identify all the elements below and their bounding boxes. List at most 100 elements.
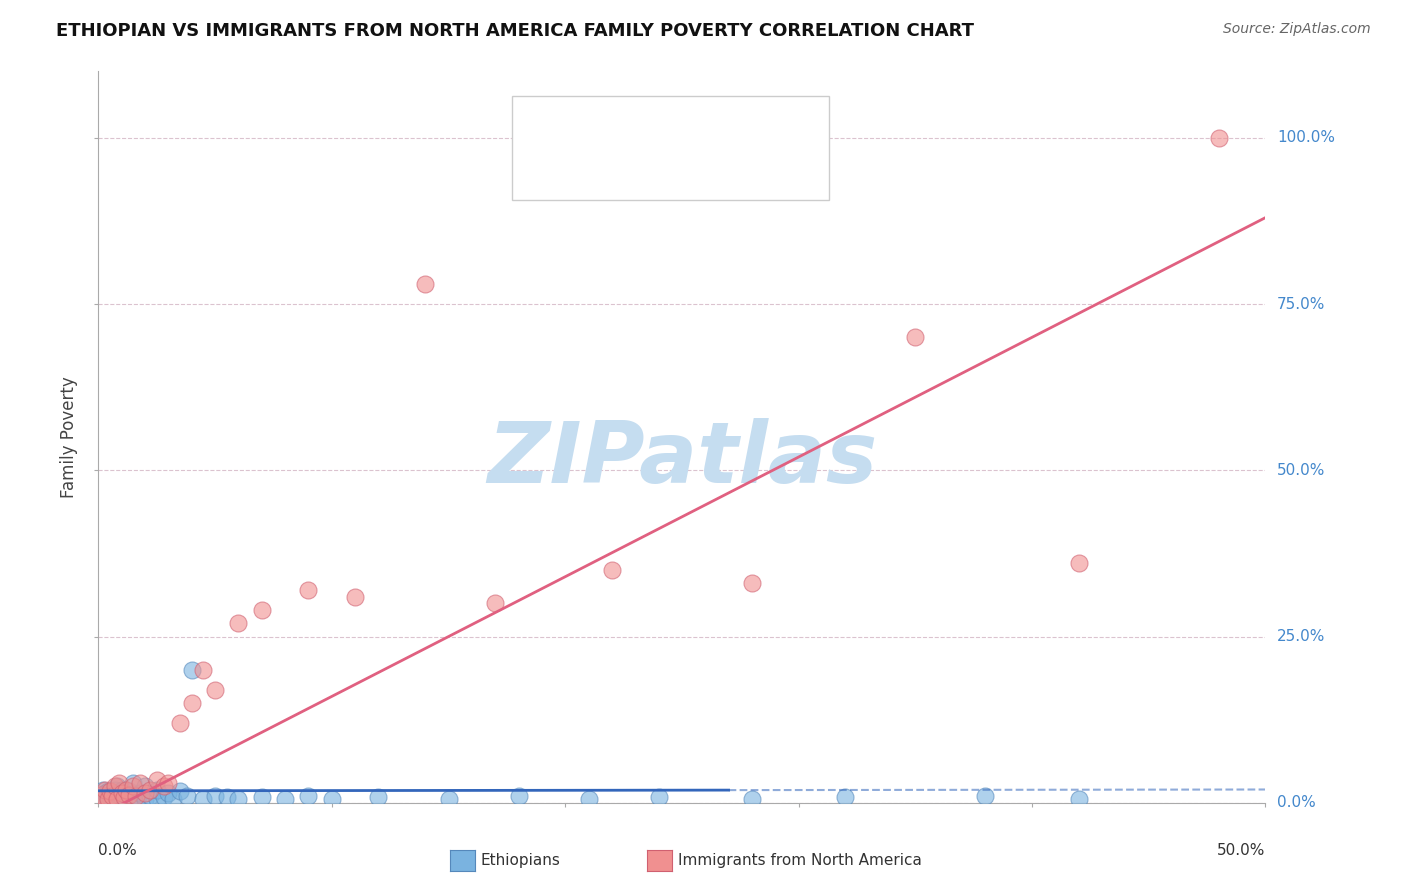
Point: [101, 793, 124, 807]
Point: [250, 603, 273, 617]
Point: [127, 790, 149, 805]
Point: [1067, 557, 1090, 571]
Point: [146, 772, 169, 787]
Point: [1208, 131, 1230, 145]
Point: [204, 682, 226, 697]
Text: N =: N =: [673, 129, 720, 148]
Point: [101, 789, 124, 804]
Text: 55: 55: [721, 129, 742, 148]
Point: [104, 782, 127, 797]
Point: [139, 782, 162, 797]
Text: 0.0%: 0.0%: [1277, 796, 1316, 810]
Point: [115, 788, 138, 802]
Point: [146, 782, 169, 797]
Text: 0.749: 0.749: [605, 168, 651, 186]
Point: [115, 782, 138, 797]
Point: [98, 788, 121, 802]
Point: [834, 790, 856, 805]
Point: [112, 790, 135, 805]
Point: [139, 789, 162, 804]
Point: [111, 792, 134, 806]
Point: [741, 792, 763, 806]
Point: [94, 790, 117, 805]
Point: [122, 776, 145, 790]
Point: [215, 790, 238, 805]
Text: 0.0%: 0.0%: [98, 843, 138, 858]
Point: [111, 786, 134, 800]
Point: [90, 788, 112, 802]
Text: 50.0%: 50.0%: [1277, 463, 1326, 478]
Point: [1067, 792, 1090, 806]
Point: [108, 789, 131, 804]
Point: [152, 779, 174, 793]
Text: Source: ZipAtlas.com: Source: ZipAtlas.com: [1223, 22, 1371, 37]
Text: ZIPatlas: ZIPatlas: [486, 417, 877, 500]
Point: [122, 789, 145, 804]
Point: [367, 790, 389, 805]
Point: [91, 782, 114, 797]
Text: ETHIOPIAN VS IMMIGRANTS FROM NORTH AMERICA FAMILY POVERTY CORRELATION CHART: ETHIOPIAN VS IMMIGRANTS FROM NORTH AMERI…: [56, 22, 974, 40]
Point: [413, 277, 436, 292]
Point: [344, 590, 367, 604]
Text: 25.0%: 25.0%: [1277, 629, 1326, 644]
Point: [94, 782, 117, 797]
Point: [108, 776, 131, 790]
Point: [169, 716, 191, 731]
Text: N =: N =: [673, 168, 720, 186]
Point: [129, 786, 152, 800]
Point: [97, 784, 120, 798]
Point: [134, 779, 156, 793]
Point: [176, 789, 198, 804]
Point: [134, 792, 156, 806]
Point: [437, 792, 460, 806]
Point: [97, 792, 120, 806]
Point: [108, 786, 131, 800]
Point: [112, 790, 135, 805]
Point: [91, 790, 114, 805]
Point: [105, 779, 128, 793]
Point: [105, 794, 128, 808]
Point: [98, 791, 121, 805]
Point: [98, 784, 121, 798]
Point: [297, 789, 319, 804]
Point: [157, 776, 180, 790]
Point: [120, 792, 142, 806]
Text: R =: R =: [567, 168, 602, 186]
Text: 50.0%: 50.0%: [1218, 843, 1265, 858]
Point: [111, 782, 134, 797]
Point: [162, 792, 184, 806]
Point: [105, 792, 128, 806]
Point: [90, 789, 112, 804]
Point: [228, 792, 250, 806]
Text: R =: R =: [567, 129, 602, 148]
Point: [104, 790, 127, 805]
Y-axis label: Family Poverty: Family Poverty: [60, 376, 79, 498]
Point: [146, 792, 169, 806]
Text: 100.0%: 100.0%: [1277, 130, 1336, 145]
Point: [169, 784, 191, 798]
Point: [193, 792, 215, 806]
Point: [647, 790, 669, 805]
Point: [129, 776, 152, 790]
Point: [180, 663, 202, 677]
Point: [600, 563, 623, 577]
Point: [484, 596, 506, 610]
Point: [157, 786, 180, 800]
Point: [94, 786, 117, 800]
Text: 36: 36: [721, 168, 742, 186]
Point: [578, 792, 600, 806]
Point: [228, 616, 250, 631]
Point: [321, 792, 343, 806]
Point: [193, 663, 215, 677]
Point: [152, 790, 174, 805]
Point: [134, 786, 156, 800]
Text: 75.0%: 75.0%: [1277, 297, 1326, 311]
Point: [91, 792, 114, 806]
Point: [101, 786, 124, 800]
Point: [741, 576, 763, 591]
Text: 0.011: 0.011: [605, 129, 657, 148]
Point: [122, 779, 145, 793]
Point: [274, 792, 297, 806]
Point: [974, 789, 997, 804]
Point: [97, 794, 120, 808]
